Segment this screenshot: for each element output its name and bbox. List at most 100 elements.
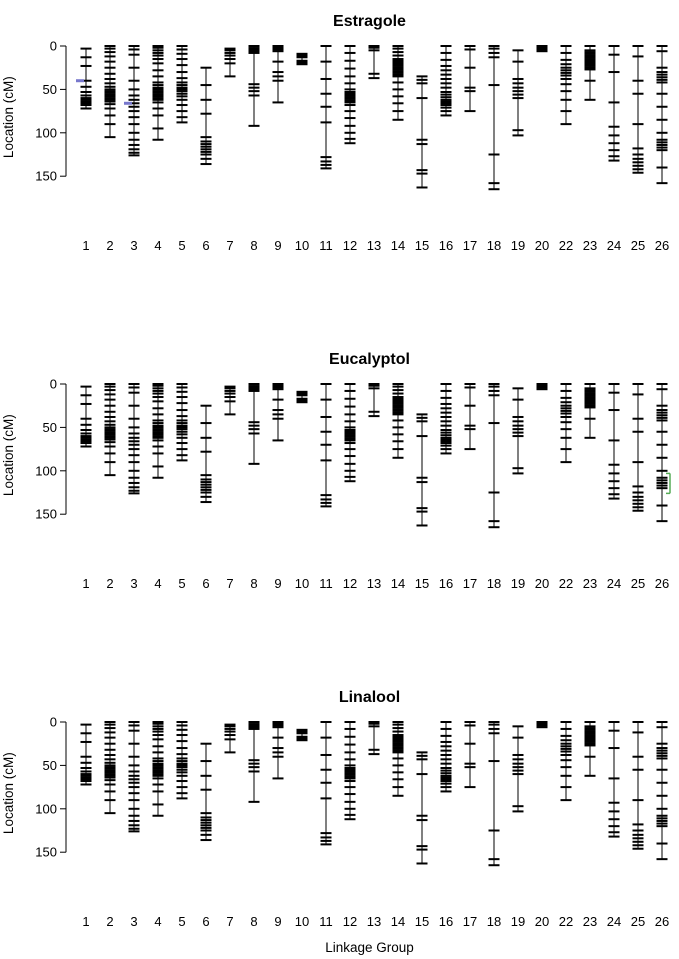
x-tick-label: 17 (463, 238, 477, 253)
x-tick-label: 2 (106, 576, 113, 591)
x-tick-label: 8 (250, 576, 257, 591)
x-tick-label: 6 (202, 238, 209, 253)
linkage-group-18: 18 (487, 45, 501, 253)
x-tick-label: 25 (631, 914, 645, 929)
linkage-group-20: 20 (535, 721, 549, 929)
linkage-group-14: 14 (391, 721, 405, 929)
x-tick-label: 11 (319, 914, 333, 929)
x-tick-label: 18 (487, 914, 501, 929)
linkage-group-20: 20 (535, 383, 549, 591)
x-tick-label: 13 (367, 238, 381, 253)
x-tick-label: 16 (439, 238, 453, 253)
linkage-group-23: 23 (583, 721, 597, 929)
linkage-group-25: 25 (631, 45, 645, 253)
linkage-group-19: 19 (511, 387, 525, 591)
x-tick-label: 14 (391, 576, 405, 591)
linkage-group-14: 14 (391, 45, 405, 253)
x-tick-label: 26 (655, 238, 669, 253)
linkage-group-14: 14 (391, 383, 405, 591)
linkage-group-17: 17 (463, 383, 477, 591)
linkage-group-22: 22 (559, 383, 573, 591)
x-tick-label: 16 (439, 576, 453, 591)
x-tick-label: 15 (415, 914, 429, 929)
x-tick-label: 1 (82, 238, 89, 253)
x-tick-label: 25 (631, 576, 645, 591)
chart-title-estragole: Estragole (333, 13, 406, 30)
x-tick-label: 11 (319, 238, 333, 253)
linkage-group-16: 16 (439, 45, 453, 253)
linkage-group-16: 16 (439, 721, 453, 929)
linkage-group-5: 5 (176, 383, 188, 591)
x-tick-label: 24 (607, 914, 621, 929)
linkage-group-15: 15 (415, 751, 429, 929)
linkage-group-17: 17 (463, 721, 477, 929)
x-tick-label: 14 (391, 914, 405, 929)
linkage-group-12: 12 (343, 721, 357, 929)
x-tick-label: 12 (343, 576, 357, 591)
x-tick-label: 2 (106, 238, 113, 253)
linkage-group-17: 17 (463, 45, 477, 253)
linkage-group-24: 24 (607, 45, 621, 253)
x-tick-label: 18 (487, 238, 501, 253)
y-tick-label: 0 (50, 715, 57, 730)
linkage-group-1: 1 (80, 385, 92, 591)
x-tick-label: 20 (535, 238, 549, 253)
x-tick-label: 7 (226, 238, 233, 253)
linkage-group-1: 1 (80, 723, 92, 929)
x-tick-label: 8 (250, 238, 257, 253)
linkage-group-23: 23 (583, 383, 597, 591)
y-axis: 0 50 100 150 Location (cM) (1, 377, 67, 522)
x-tick-label: 25 (631, 238, 645, 253)
x-tick-label: 26 (655, 576, 669, 591)
linkage-group-2: 2 (104, 45, 116, 253)
linkage-group-18: 18 (487, 721, 501, 929)
linkage-group-4: 4 (152, 45, 164, 253)
y-tick-label: 50 (43, 758, 57, 773)
y-axis: 0 50 100 150 Location (cM) (1, 715, 67, 860)
x-tick-label: 22 (559, 914, 573, 929)
linkage-group-7: 7 (224, 47, 236, 253)
x-tick-label: 26 (655, 914, 669, 929)
linkage-group-25: 25 (631, 721, 645, 929)
linkage-group-26: 26 (655, 45, 669, 253)
x-tick-label: 10 (295, 914, 309, 929)
linkage-group-8: 8 (248, 383, 260, 591)
y-tick-label: 100 (35, 463, 57, 478)
x-tick-label: 6 (202, 576, 209, 591)
y-tick-label: 100 (35, 125, 57, 140)
linkage-group-15: 15 (415, 413, 429, 591)
x-tick-label: 13 (367, 914, 381, 929)
linkage-group-24: 24 (607, 721, 621, 929)
linkage-group-20: 20 (535, 45, 549, 253)
x-tick-label: 20 (535, 576, 549, 591)
linkage-group-25: 25 (631, 383, 645, 591)
linkage-group-6: 6 (200, 742, 212, 929)
linkage-group-10: 10 (295, 390, 309, 591)
chart-title-linalool: Linalool (338, 689, 401, 706)
chart-panel-estragole: Estragole 0 50 100 150 Location (cM) 1 2 3 4 5 6 7 8… (0, 0, 679, 338)
linkage-group-1: 1 (80, 47, 92, 253)
y-axis-title: Location (cM) (1, 752, 16, 834)
qtl-interval-bracket (666, 472, 671, 495)
y-axis: 0 50 100 150 Location (cM) (1, 39, 67, 184)
linkage-group-24: 24 (607, 383, 621, 591)
x-tick-label: 2 (106, 914, 113, 929)
linkage-group-22: 22 (559, 45, 573, 253)
x-tick-label: 17 (463, 914, 477, 929)
x-tick-label: 1 (82, 914, 89, 929)
x-tick-label: 9 (274, 914, 281, 929)
linkage-group-13: 13 (367, 721, 381, 929)
y-axis-title: Location (cM) (1, 414, 16, 496)
x-tick-label: 5 (178, 238, 185, 253)
linkage-group-18: 18 (487, 383, 501, 591)
linkage-group-6: 6 (200, 66, 212, 253)
linkage-group-11: 11 (319, 383, 333, 591)
linkage-group-7: 7 (224, 385, 236, 591)
chart-panel-eucalyptol: Eucalyptol 0 50 100 150 Location (cM) 1 2 3 4 5 6 7… (0, 338, 679, 676)
x-tick-label: 6 (202, 914, 209, 929)
linkage-group-2: 2 (104, 383, 116, 591)
chart-title-eucalyptol: Eucalyptol (329, 351, 410, 368)
